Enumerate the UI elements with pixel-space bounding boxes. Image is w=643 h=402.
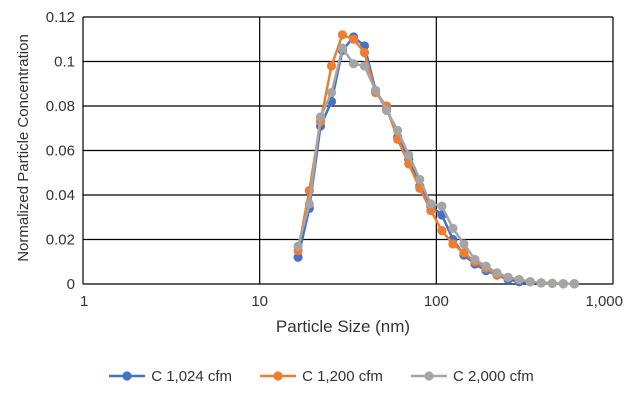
- data-point: [293, 241, 303, 251]
- tick-labels: 0 0.02 0.04 0.06 0.08 0.1 0.12 1 10 100 1,000: [46, 9, 623, 310]
- data-point: [437, 226, 447, 236]
- data-point: [536, 278, 546, 288]
- legend-item: C 1,200 cfm: [260, 368, 383, 385]
- data-point: [503, 272, 513, 282]
- data-point: [459, 239, 469, 249]
- data-point: [415, 174, 425, 185]
- series-3: [293, 43, 579, 289]
- y-tick-label: 0.1: [54, 54, 75, 71]
- data-point: [547, 278, 557, 288]
- legend: C 1,024 cfm C 1,200 cfm C 2,000 cfm: [0, 360, 643, 392]
- data-point: [359, 48, 370, 58]
- data-point: [315, 112, 326, 122]
- legend-item: C 2,000 cfm: [410, 367, 534, 385]
- data-point: [337, 43, 348, 53]
- data-point: [348, 59, 359, 69]
- legend-item: C 1,024 cfm: [109, 368, 232, 385]
- y-tick-label: 0.02: [46, 232, 75, 249]
- legend-swatch: [109, 371, 146, 381]
- data-point: [326, 88, 337, 98]
- legend-label: C 1,024 cfm: [151, 367, 233, 385]
- y-tick-label: 0.06: [46, 143, 75, 160]
- data-point: [525, 277, 535, 287]
- data-point: [470, 254, 480, 265]
- x-tick-label: 100: [424, 293, 449, 310]
- gridlines: [82, 16, 614, 285]
- data-point: [326, 61, 337, 71]
- y-axis-label: Normalized Particle Concentration: [15, 34, 32, 262]
- data-point: [481, 261, 491, 271]
- data-point: [359, 61, 370, 71]
- data-point: [569, 279, 579, 289]
- legend-label: C 2,000 cfm: [452, 367, 534, 385]
- data-point: [448, 239, 458, 249]
- data-point: [293, 252, 303, 262]
- data-point: [448, 223, 458, 233]
- data-point: [370, 85, 381, 96]
- series-layer: [293, 30, 579, 289]
- data-point: [558, 279, 568, 289]
- data-point: [393, 125, 403, 136]
- legend-swatch: [260, 371, 297, 381]
- data-point: [382, 105, 392, 116]
- data-point: [514, 274, 524, 285]
- x-tick-label: 10: [251, 293, 268, 310]
- data-point: [348, 34, 359, 44]
- y-tick-label: 0: [67, 276, 75, 293]
- data-point: [492, 268, 502, 278]
- legend-swatch: [410, 371, 447, 381]
- data-point: [304, 199, 314, 209]
- y-tick-label: 0.04: [46, 187, 75, 204]
- x-tick-label: 1: [80, 293, 88, 310]
- data-point: [437, 201, 447, 211]
- y-tick-label: 0.12: [46, 9, 75, 26]
- data-point: [426, 205, 436, 216]
- legend-label: C 1,200 cfm: [302, 367, 383, 385]
- y-tick-label: 0.08: [46, 98, 75, 115]
- x-axis-label: Particle Size (nm): [276, 317, 410, 336]
- data-point: [337, 30, 348, 40]
- x-tick-label: 1,000: [585, 293, 623, 310]
- data-point: [404, 150, 414, 160]
- data-point: [459, 248, 469, 258]
- data-point: [426, 199, 436, 209]
